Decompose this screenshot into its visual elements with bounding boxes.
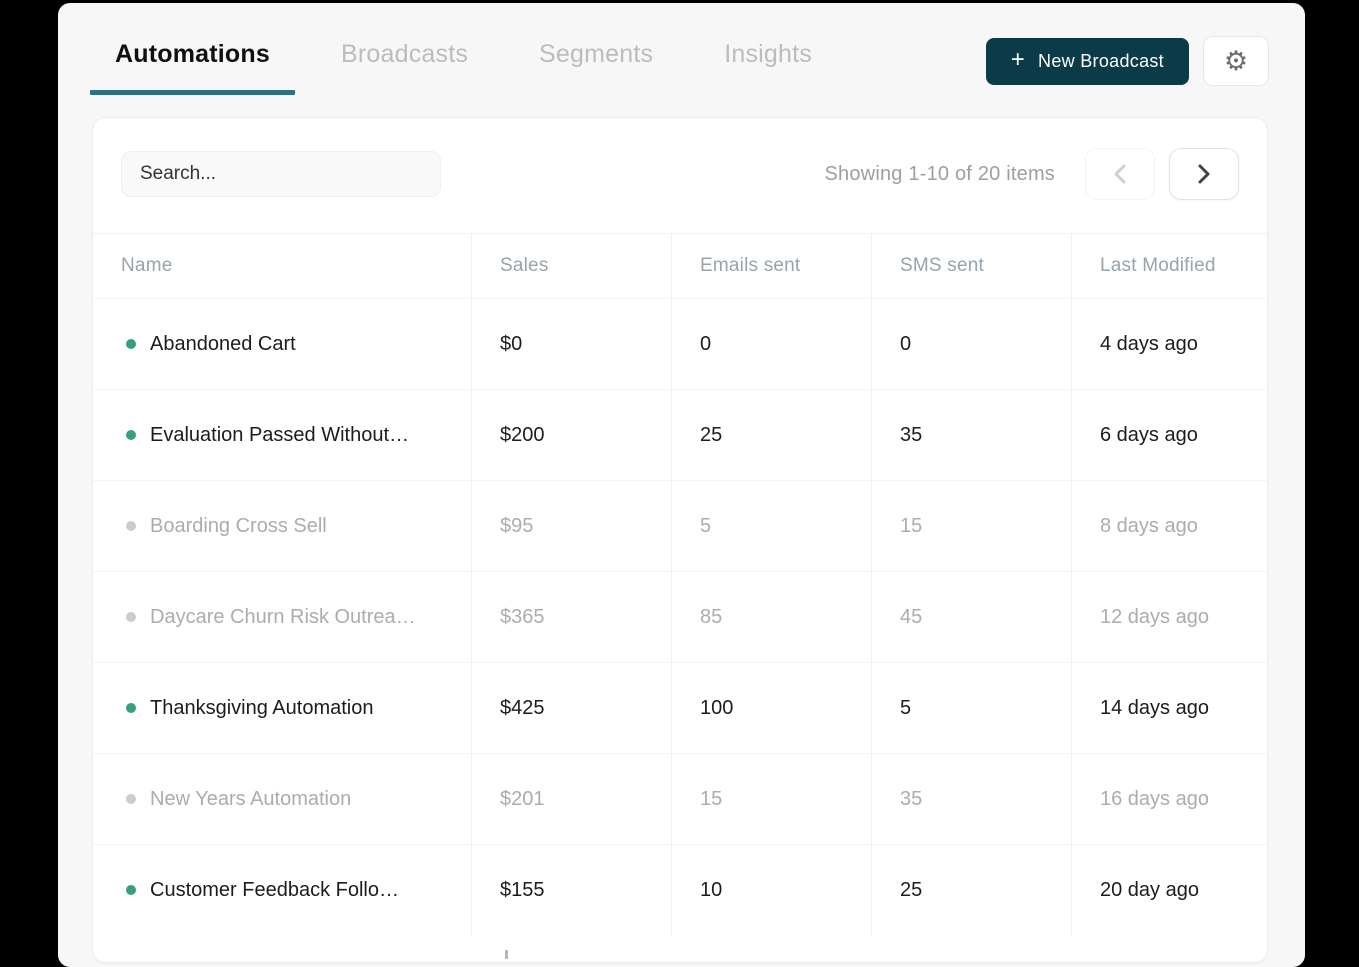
table-row[interactable]: Thanksgiving Automation $425 100 5 14 da… (93, 662, 1267, 753)
automation-name: New Years Automation (150, 787, 352, 810)
sms-sent-value: 45 (871, 572, 1071, 662)
sales-value: $201 (471, 754, 671, 844)
emails-sent-value: 5 (671, 481, 871, 571)
sales-value: $200 (471, 390, 671, 480)
column-header-emails-sent: Emails sent (671, 234, 871, 298)
table-row[interactable]: Evaluation Passed Without… $200 25 35 6 … (93, 389, 1267, 480)
settings-button[interactable]: ⚙ (1203, 36, 1269, 86)
sms-sent-value: 25 (871, 845, 1071, 935)
chevron-right-icon (1198, 164, 1210, 184)
emails-sent-value: 100 (671, 663, 871, 753)
top-navigation-bar: Automations Broadcasts Segments Insights… (58, 3, 1305, 95)
column-header-name: Name (121, 255, 173, 276)
automation-name: Abandoned Cart (150, 332, 296, 355)
last-modified-value: 4 days ago (1071, 299, 1267, 389)
table-row[interactable]: Abandoned Cart $0 0 0 4 days ago (93, 298, 1267, 389)
table-row[interactable]: Boarding Cross Sell $95 5 15 8 days ago (93, 480, 1267, 571)
automation-name: Thanksgiving Automation (150, 696, 374, 719)
tab-bar: Automations Broadcasts Segments Insights (90, 36, 837, 95)
status-dot (126, 612, 136, 622)
tab-automations[interactable]: Automations (90, 36, 295, 95)
pagination-area: Showing 1-10 of 20 items (825, 148, 1239, 200)
automation-name: Evaluation Passed Without… (150, 423, 410, 446)
table-row[interactable]: New Years Automation $201 15 35 16 days … (93, 753, 1267, 844)
tab-automations-label: Automations (115, 40, 270, 68)
new-broadcast-label: New Broadcast (1038, 50, 1164, 71)
tab-segments[interactable]: Segments (514, 36, 678, 95)
sales-value: $365 (471, 572, 671, 662)
table-body: Abandoned Cart $0 0 0 4 days ago Evaluat… (93, 298, 1267, 935)
tab-broadcasts[interactable]: Broadcasts (316, 36, 493, 95)
emails-sent-value: 25 (671, 390, 871, 480)
sms-sent-value: 0 (871, 299, 1071, 389)
plus-icon: + (1010, 46, 1026, 73)
last-modified-value: 12 days ago (1071, 572, 1267, 662)
sms-sent-value: 35 (871, 754, 1071, 844)
automations-card: Showing 1-10 of 20 items Name Sales Emai… (92, 117, 1268, 963)
last-modified-value: 16 days ago (1071, 754, 1267, 844)
status-dot (126, 703, 136, 713)
gear-icon: ⚙ (1223, 45, 1249, 77)
sms-sent-value: 15 (871, 481, 1071, 571)
last-modified-value: 6 days ago (1071, 390, 1267, 480)
last-modified-value: 14 days ago (1071, 663, 1267, 753)
automation-name: Customer Feedback Follo… (150, 878, 399, 901)
next-page-button[interactable] (1169, 148, 1239, 200)
automation-name: Boarding Cross Sell (150, 514, 327, 537)
search-input[interactable] (121, 151, 441, 197)
active-tab-underline (90, 90, 295, 95)
column-header-sms-sent: SMS sent (871, 234, 1071, 298)
tab-broadcasts-label: Broadcasts (340, 40, 469, 68)
sales-value: $155 (471, 845, 671, 935)
status-dot (126, 885, 136, 895)
sales-value: $95 (471, 481, 671, 571)
status-dot (126, 430, 136, 440)
last-modified-value: 20 day ago (1071, 845, 1267, 935)
sms-sent-value: 35 (871, 390, 1071, 480)
card-toolbar: Showing 1-10 of 20 items (93, 118, 1267, 233)
previous-page-button[interactable] (1085, 148, 1155, 200)
new-broadcast-button[interactable]: + New Broadcast (985, 37, 1189, 85)
app-window: Automations Broadcasts Segments Insights… (58, 3, 1305, 967)
status-dot (126, 339, 136, 349)
sms-sent-value: 5 (871, 663, 1071, 753)
emails-sent-value: 15 (671, 754, 871, 844)
table-header-row: Name Sales Emails sent SMS sent Last Mod… (93, 233, 1267, 298)
sales-value: $0 (471, 299, 671, 389)
emails-sent-value: 0 (671, 299, 871, 389)
emails-sent-value: 10 (671, 845, 871, 935)
column-header-last-modified: Last Modified (1071, 234, 1267, 298)
sales-value: $425 (471, 663, 671, 753)
last-modified-value: 8 days ago (1071, 481, 1267, 571)
clipped-next-row-fragment (505, 950, 508, 959)
showing-items-text: Showing 1-10 of 20 items (824, 162, 1055, 185)
tab-insights[interactable]: Insights (699, 36, 837, 95)
tab-segments-label: Segments (539, 40, 654, 68)
tab-insights-label: Insights (724, 40, 812, 68)
table-row[interactable]: Daycare Churn Risk Outrea… $365 85 45 12… (93, 571, 1267, 662)
topbar-actions: + New Broadcast ⚙ (985, 36, 1269, 86)
column-header-sales: Sales (471, 234, 671, 298)
automation-name: Daycare Churn Risk Outrea… (150, 605, 416, 628)
status-dot (126, 794, 136, 804)
chevron-left-icon (1114, 164, 1126, 184)
table-row[interactable]: Customer Feedback Follo… $155 10 25 20 d… (93, 844, 1267, 935)
emails-sent-value: 85 (671, 572, 871, 662)
status-dot (126, 521, 136, 531)
